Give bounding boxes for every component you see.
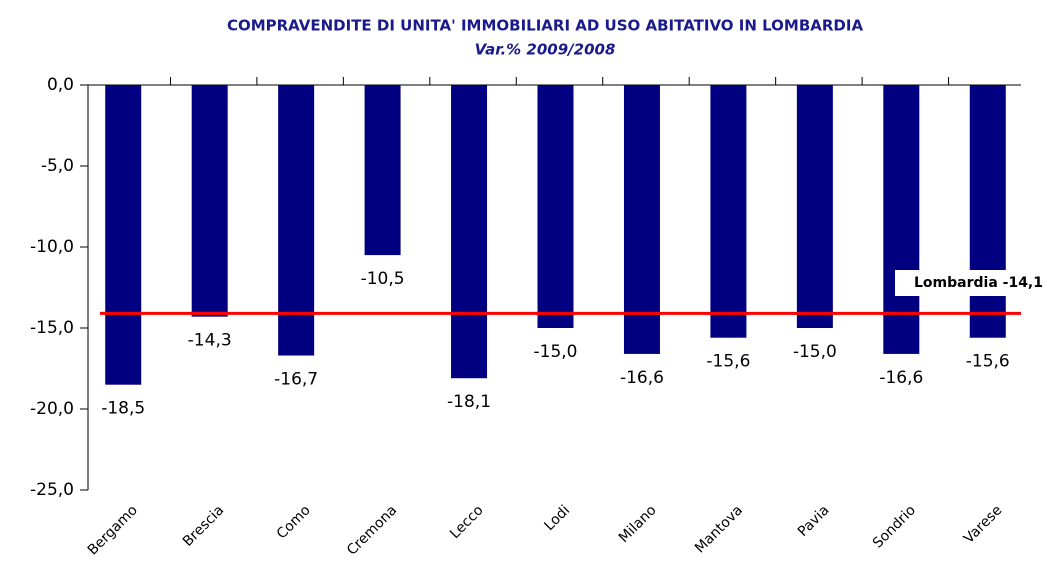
annotation: Lombardia -14,1 [914,275,1043,291]
x-tick-label: Bergamo [85,502,141,558]
value-label: -10,5 [361,269,405,289]
bar [883,85,920,354]
value-label: -16,6 [620,368,664,388]
x-tick-label: Cremona [344,502,400,558]
bar [623,85,660,354]
bar [451,85,488,379]
value-label: -15,0 [793,342,837,362]
x-tick-label: Milano [616,502,660,546]
y-tick-label: -10,0 [30,237,74,257]
y-tick-label: -15,0 [30,318,74,338]
value-label: -18,5 [101,399,145,419]
y-tick-label: -25,0 [30,480,74,500]
x-tick-label: Mantova [692,502,746,556]
value-label: -18,1 [447,392,491,412]
bar [969,85,1006,338]
y-tick-label: -20,0 [30,399,74,419]
value-label: -15,0 [534,342,578,362]
chart-title: COMPRAVENDITE DI UNITA' IMMOBILIARI AD U… [227,17,864,35]
annotation-box [895,270,1047,296]
value-label: -16,7 [274,370,318,390]
x-tick-label: Lecco [447,502,487,542]
bar [710,85,747,338]
x-tick-label: Brescia [180,502,227,549]
bar [364,85,401,256]
x-tick-label: Lodi [541,502,573,534]
value-label: -16,6 [879,368,923,388]
bar [105,85,142,385]
value-label: -15,6 [966,352,1010,372]
y-tick-label: -5,0 [41,156,74,176]
value-label: -15,6 [706,352,750,372]
bar [537,85,574,328]
bar [191,85,228,317]
value-label: -14,3 [188,331,232,351]
y-tick-label: 0,0 [47,75,74,95]
bar [796,85,833,328]
x-tick-label: Varese [961,502,1006,547]
x-tick-label: Pavia [795,502,833,540]
x-tick-label: Como [274,502,314,542]
chart-subtitle: Var.% 2009/2008 [475,41,616,59]
x-tick-label: Sondrio [870,502,919,551]
bar [278,85,315,356]
